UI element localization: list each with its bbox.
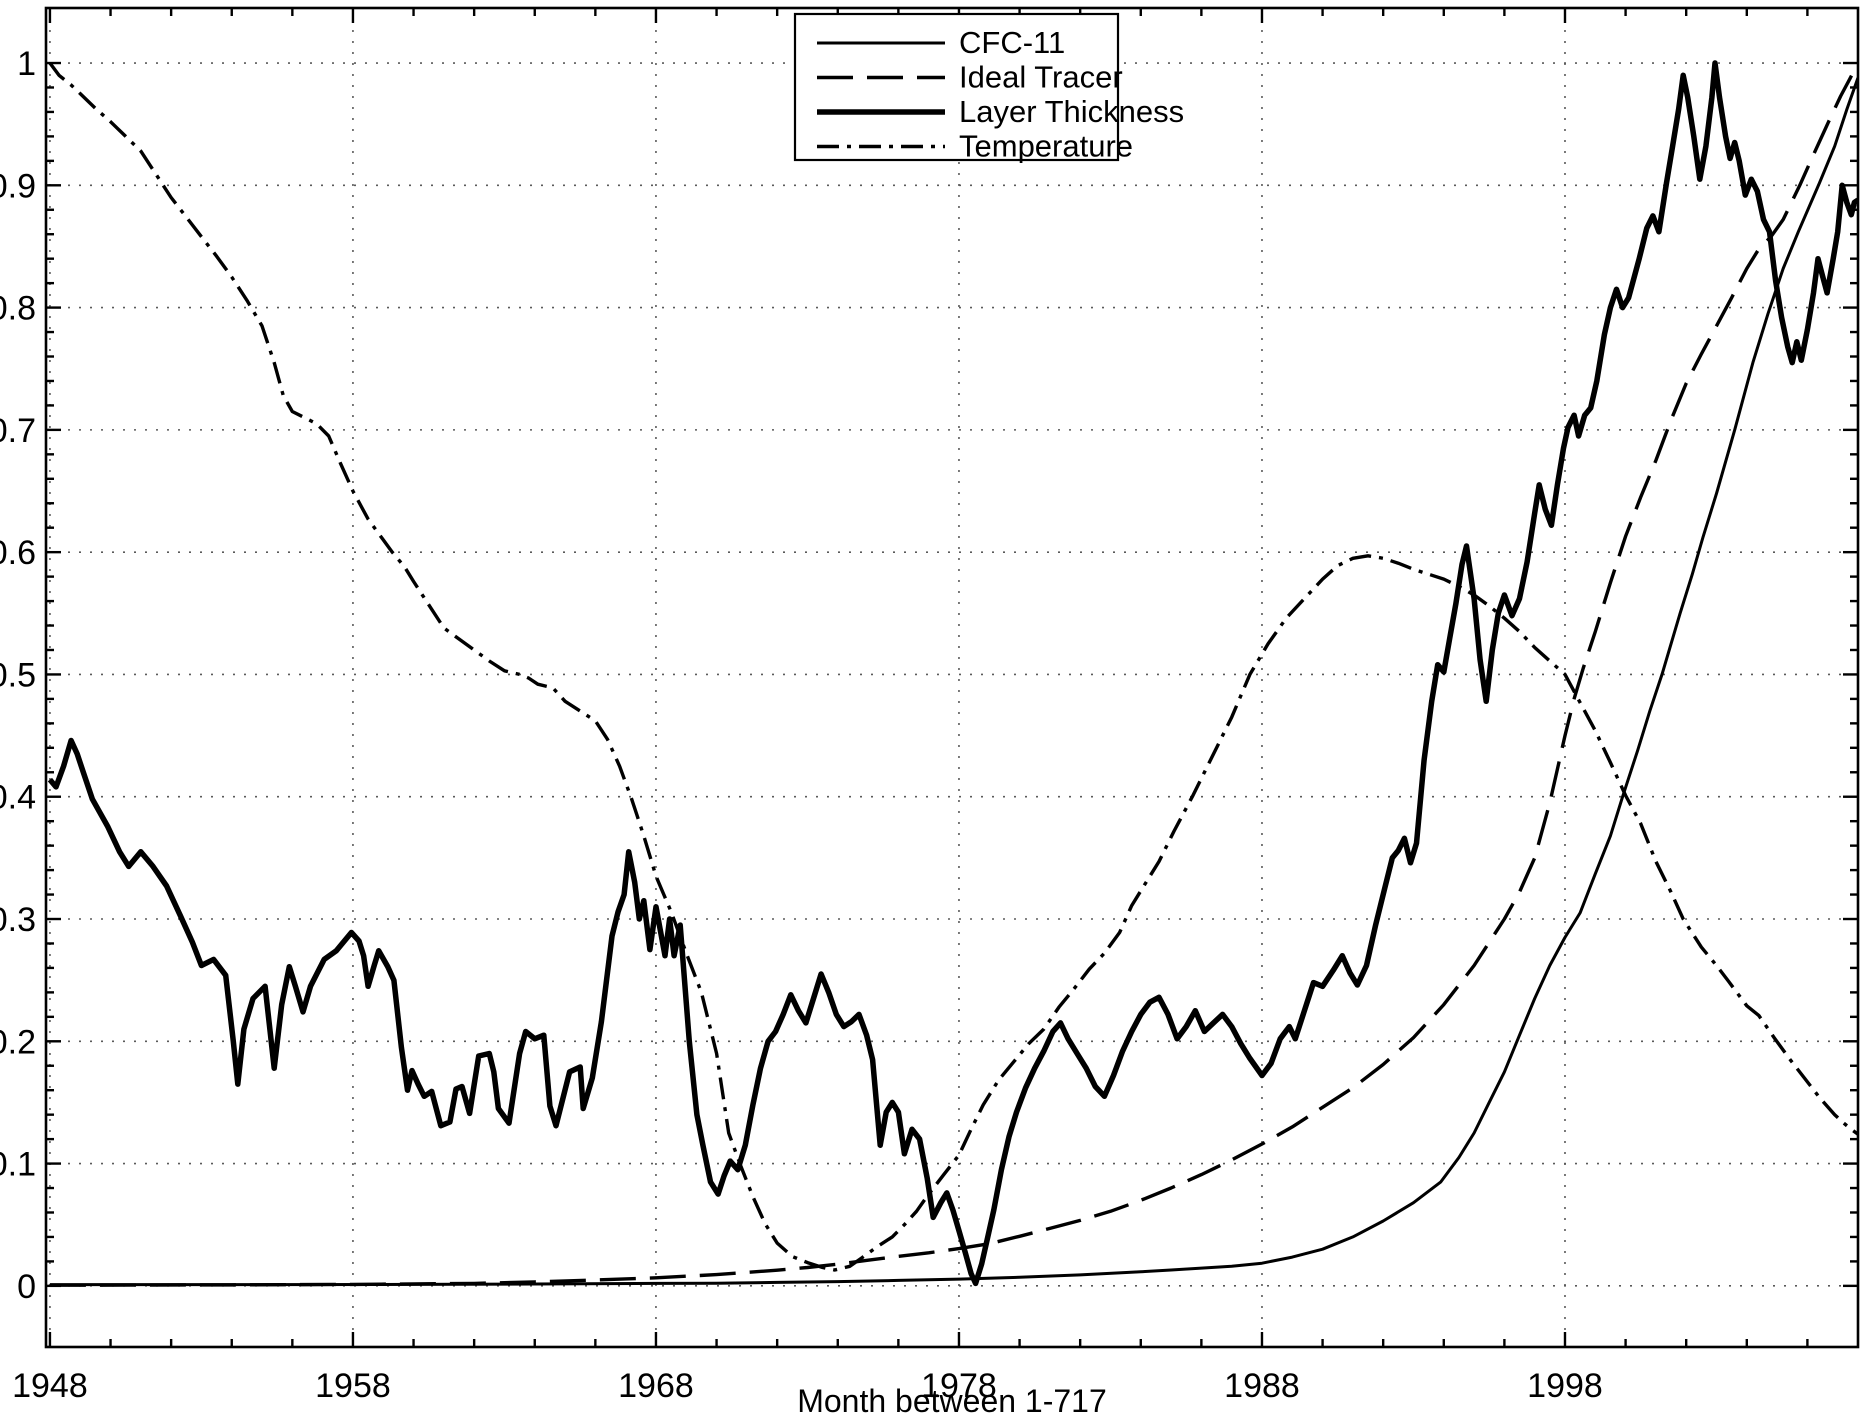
y-tick-label-0.5: 0.5	[0, 656, 36, 694]
y-tick-label-0.3: 0.3	[0, 901, 36, 939]
legend-label-ideal-tracer: Ideal Tracer	[959, 60, 1123, 95]
y-tick-labels: 0 0.1 0.2 0.3 0.4 0.5 0.6 0.7 0.8 0.9 1	[0, 45, 36, 1306]
series-cfc-11	[49, 77, 1858, 1287]
legend-label-layer-thickness: Layer Thickness	[959, 94, 1184, 129]
x-tick-label-1948: 1948	[12, 1367, 88, 1405]
x-tick-label-1998: 1998	[1527, 1367, 1603, 1405]
x-tick-labels: 1948 1958 1968 1978 1988 1998	[12, 1367, 1603, 1405]
plot-area	[47, 60, 1858, 1287]
y-tick-label-0.6: 0.6	[0, 534, 36, 572]
y-tick-label-0.4: 0.4	[0, 779, 36, 817]
x-tick-label-1978: 1978	[921, 1367, 997, 1405]
y-tick-label-0: 0	[17, 1268, 36, 1306]
legend-label-cfc-11: CFC-11	[959, 25, 1065, 60]
series-ideal-tracer	[49, 62, 1858, 1287]
y-tick-label-1: 1	[17, 45, 36, 83]
ticks	[46, 8, 1858, 1347]
y-tick-label-0.8: 0.8	[0, 290, 36, 328]
y-tick-label-0.7: 0.7	[0, 412, 36, 450]
x-tick-label-1988: 1988	[1224, 1367, 1300, 1405]
y-tick-label-0.1: 0.1	[0, 1146, 36, 1184]
series-layer-thickness	[47, 60, 1858, 1287]
x-axis-label: Month between 1-717	[797, 1383, 1107, 1417]
x-tick-label-1958: 1958	[315, 1367, 391, 1405]
legend-box	[793, 12, 1120, 162]
x-tick-label-1968: 1968	[618, 1367, 694, 1405]
axes-box	[44, 6, 1860, 1349]
legend-label-temperature: Temperature	[959, 129, 1133, 164]
y-tick-label-0.9: 0.9	[0, 167, 36, 205]
y-tick-label-0.2: 0.2	[0, 1023, 36, 1061]
series-temperature	[48, 61, 1858, 1272]
